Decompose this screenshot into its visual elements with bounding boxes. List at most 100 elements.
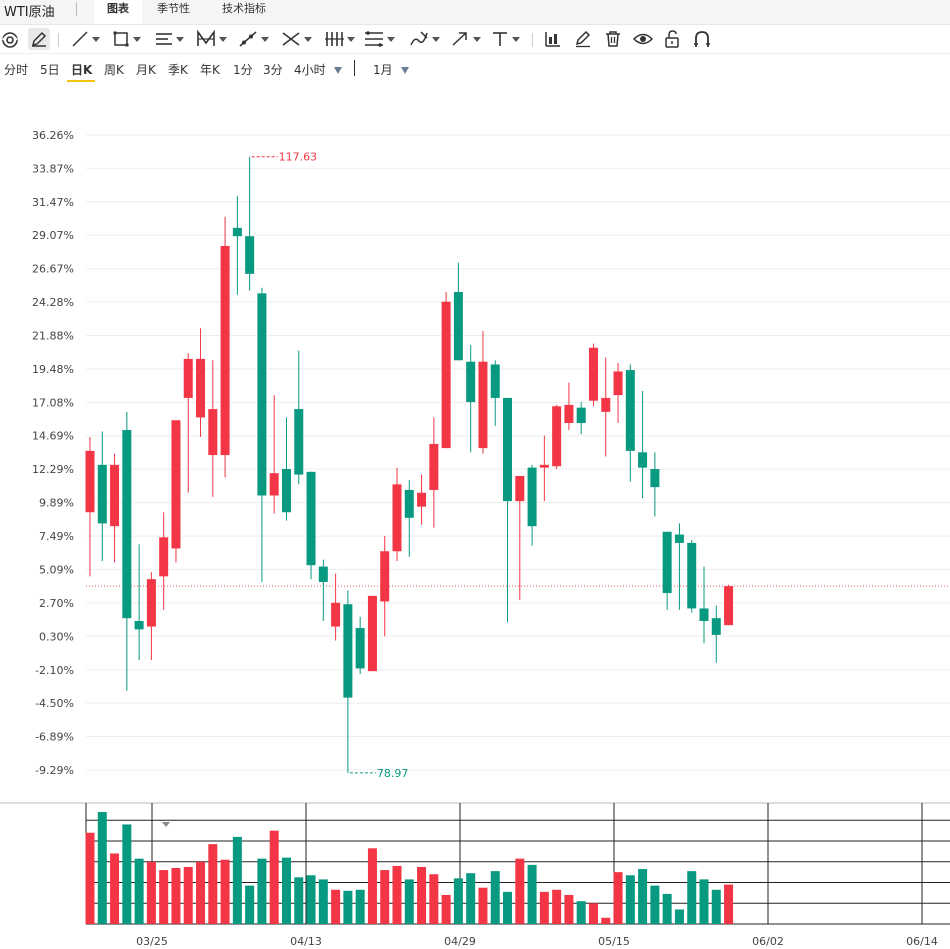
candle <box>490 360 500 426</box>
brush-tool-icon[interactable] <box>409 28 440 50</box>
ray-tool-icon[interactable] <box>238 28 269 50</box>
candle <box>699 566 709 644</box>
y-tick-label: 33.87% <box>32 162 74 175</box>
volume-bar <box>711 889 721 924</box>
candle <box>404 480 414 557</box>
range-dropdown[interactable] <box>401 63 409 77</box>
volume-bar <box>576 901 586 924</box>
volume-bar <box>294 877 304 924</box>
chevron-down-icon <box>133 36 141 42</box>
period-intraday[interactable]: 分时 <box>4 63 29 77</box>
y-tick-label: -6.89% <box>35 731 74 744</box>
chart-grid <box>0 134 950 804</box>
y-tick-label: 12.29% <box>32 463 74 476</box>
candle-body <box>625 370 635 451</box>
candle-body <box>699 608 709 621</box>
extreme-labels: 117.63 78.97 <box>251 151 408 780</box>
chevron-down-icon <box>347 36 355 42</box>
volume-bar <box>552 889 562 924</box>
active-period-underline <box>67 80 95 82</box>
candle <box>146 572 156 661</box>
indicator-icon[interactable] <box>544 28 562 50</box>
magnet-tool-icon[interactable] <box>0 28 20 50</box>
instrument-title: WTI原油 <box>4 5 55 20</box>
candle <box>650 452 660 517</box>
fork-tool-icon[interactable] <box>281 28 312 50</box>
y-tick-label: 24.28% <box>32 296 74 309</box>
volume-bar <box>687 871 697 924</box>
candle-body <box>232 227 242 237</box>
period-3-min[interactable]: 3分 <box>263 63 283 77</box>
period-yearly[interactable]: 年K <box>200 63 220 77</box>
y-tick-label: 2.70% <box>39 597 74 610</box>
y-tick-label: 31.47% <box>32 196 74 209</box>
chevron-down-icon <box>473 36 481 42</box>
y-tick-label: 17.08% <box>32 396 74 409</box>
volume-bar <box>417 866 427 924</box>
period-4-hour[interactable]: 4小时 <box>294 63 326 77</box>
y-tick-label: 14.69% <box>32 430 74 443</box>
volume-bar <box>269 830 279 924</box>
y-tick-label: 26.67% <box>32 263 74 276</box>
tab-technical-indicators[interactable]: 技术指标 <box>222 2 266 15</box>
edit-icon[interactable] <box>574 28 592 50</box>
period-5-day[interactable]: 5日 <box>40 63 60 77</box>
period-quarterly[interactable]: 季K <box>168 63 188 77</box>
candle <box>232 195 242 295</box>
candle-body <box>417 492 427 507</box>
period-monthly[interactable]: 月K <box>136 63 156 77</box>
channel-tool-icon[interactable] <box>155 28 184 50</box>
candle-body <box>196 358 206 418</box>
tab-seasonality[interactable]: 季节性 <box>157 2 190 15</box>
period-weekly[interactable]: 周K <box>104 63 124 77</box>
period-daily[interactable]: 日K <box>71 63 93 77</box>
candle-body <box>85 450 95 513</box>
arrow-tool-icon[interactable] <box>450 28 481 50</box>
trash-icon[interactable] <box>604 28 622 50</box>
x-axis: 03/25 04/13 04/29 05/15 06/02 06/14 <box>136 935 938 948</box>
rectangle-tool-icon[interactable] <box>112 28 141 50</box>
candle <box>441 291 451 449</box>
candle-body <box>601 397 611 412</box>
tab-chart[interactable]: 图表 <box>94 0 142 24</box>
line-tool-icon[interactable] <box>71 28 100 50</box>
lock-icon[interactable] <box>663 28 681 50</box>
candles <box>85 156 734 773</box>
candle-body <box>588 347 598 401</box>
candle <box>392 467 402 562</box>
candle-body <box>318 566 328 582</box>
candle <box>367 595 377 672</box>
candle-body <box>638 452 648 468</box>
candle <box>453 262 463 361</box>
pencil-tool-icon[interactable] <box>28 28 50 50</box>
volume-bar <box>355 889 365 924</box>
magnet-icon[interactable] <box>693 28 711 50</box>
volume-bar <box>85 832 95 924</box>
volume-bar <box>466 873 476 924</box>
candle <box>564 382 574 430</box>
y-tick-label: -9.29% <box>35 764 74 777</box>
candle <box>576 402 586 435</box>
candle <box>183 353 193 493</box>
y-tick-label: 9.89% <box>39 497 74 510</box>
candle <box>208 360 218 497</box>
eye-icon[interactable] <box>633 28 653 50</box>
toolbar-separator <box>532 33 533 47</box>
candle-body <box>245 236 255 274</box>
period-more-dropdown[interactable] <box>334 63 342 77</box>
x-tick-label: 05/15 <box>598 935 630 948</box>
pattern-tool-icon[interactable] <box>196 28 227 50</box>
period-1-min[interactable]: 1分 <box>233 63 253 77</box>
candle-body <box>711 618 721 635</box>
candle <box>662 531 672 610</box>
candle <box>687 540 697 613</box>
candle <box>355 616 365 674</box>
price-chart[interactable]: 36.26% 33.87% 31.47% 29.07% 26.67% 24.28% 21.8… <box>0 100 950 949</box>
fib-tool-icon[interactable] <box>364 28 395 50</box>
volume-bar <box>625 875 635 924</box>
bars-tool-icon[interactable] <box>324 28 355 50</box>
volume-bar <box>183 866 193 924</box>
candle <box>269 395 279 514</box>
text-tool-icon[interactable] <box>491 28 520 50</box>
range-select[interactable]: 1月 <box>373 61 393 78</box>
